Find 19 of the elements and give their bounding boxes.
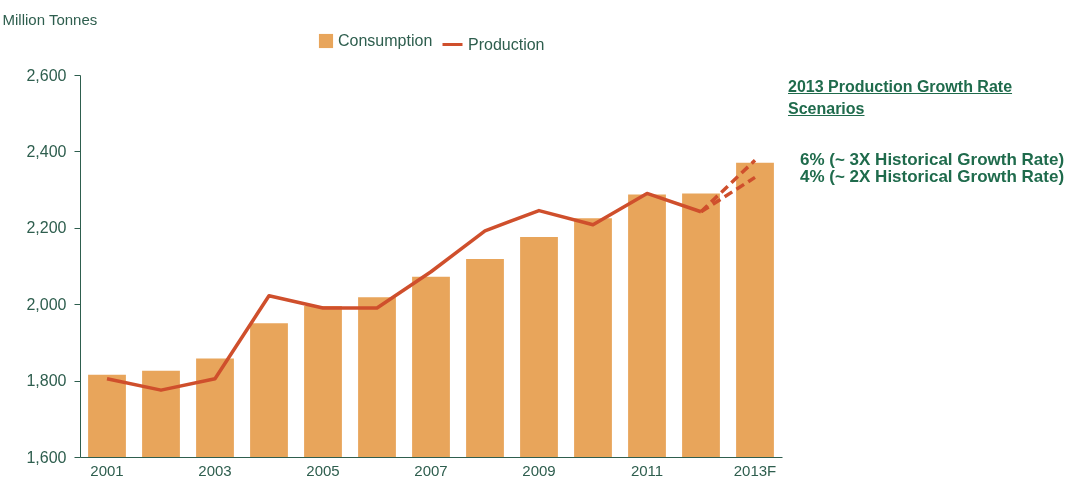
annotation: 6% (~ 3X Historical Growth Rate) (800, 150, 1065, 170)
annotation: 4% (~ 2X Historical Growth Rate) (800, 167, 1065, 187)
x-tick-label: 2011 (630, 461, 664, 479)
y-tick-label: 1,600 (26, 448, 67, 466)
legend-label: Consumption (338, 32, 433, 49)
x-tick-label: 2009 (522, 461, 556, 479)
y-tick-label: 1,800 (26, 372, 67, 390)
text: 2013 Production Growth Rate Scenarios (788, 77, 1014, 119)
x-tick-label: 2005 (306, 461, 340, 479)
x-tick-label: 2001 (90, 461, 124, 479)
x-tick-label: 2003 (198, 461, 232, 479)
y-tick-label: 2,600 (26, 66, 67, 84)
x-tick-label: 2013F (733, 461, 777, 479)
legend-label: Production (468, 35, 545, 53)
y-axis-title: Million Tonnes (2, 10, 98, 28)
y-tick-label: 2,000 (26, 295, 67, 313)
y-tick-label: 2,400 (26, 142, 67, 160)
x-tick-label: 2007 (414, 461, 448, 479)
y-tick-label: 2,200 (26, 219, 67, 237)
